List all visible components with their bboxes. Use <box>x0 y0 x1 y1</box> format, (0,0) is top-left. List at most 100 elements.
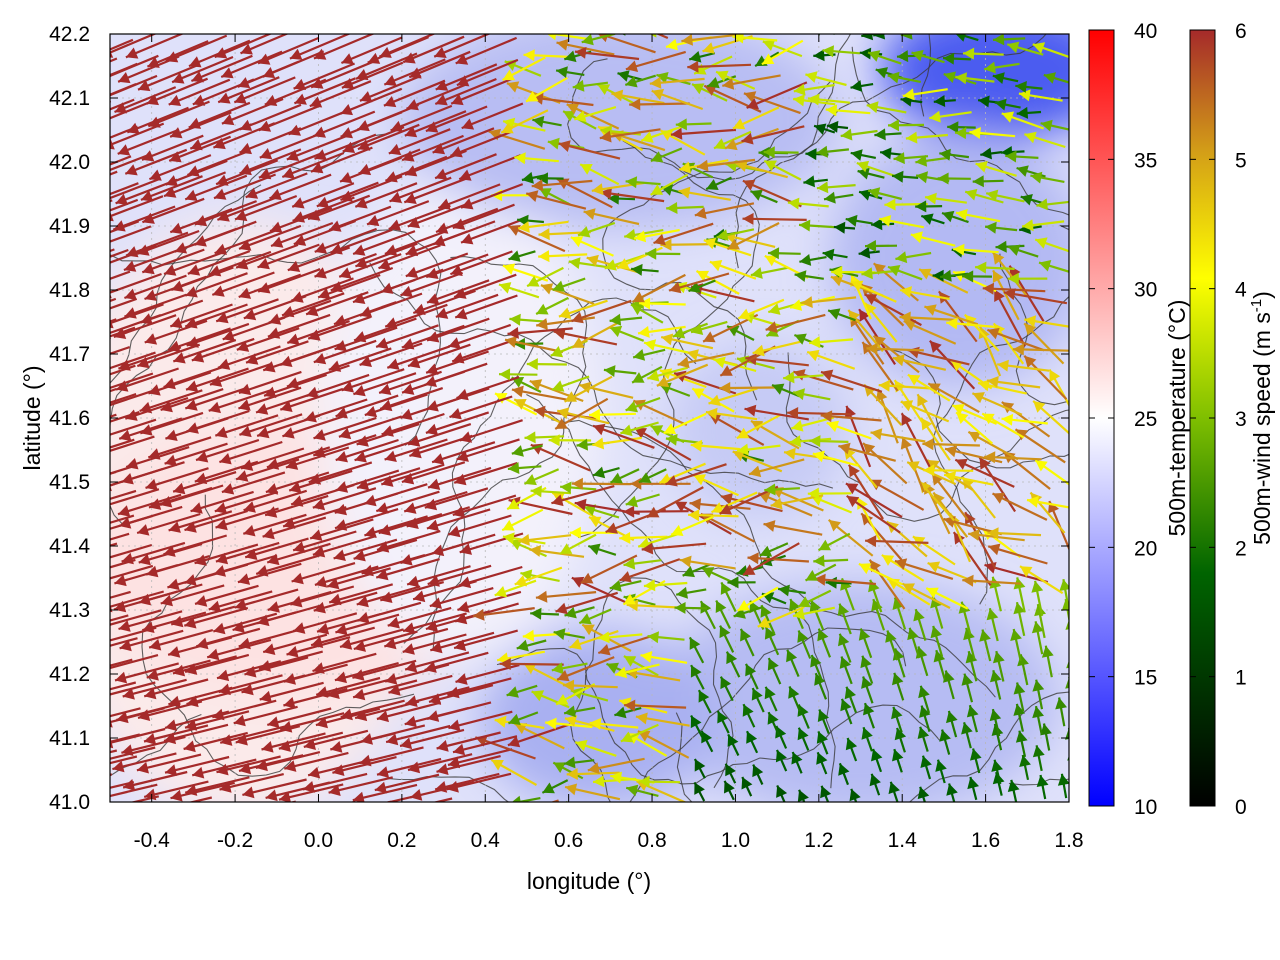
wind-vector <box>240 34 289 55</box>
wind-vector <box>41 368 103 389</box>
wind-arrowhead <box>425 423 439 436</box>
wind-arrowhead <box>876 389 888 402</box>
wind-arrowhead <box>432 143 446 155</box>
wind-arrowhead <box>72 56 85 67</box>
wind-arrowhead <box>357 139 371 151</box>
wind-arrowhead <box>381 475 394 487</box>
wind-arrowhead <box>359 355 372 367</box>
wind-vector <box>194 220 257 246</box>
wind-arrowhead <box>221 67 234 79</box>
wind-arrowhead <box>97 71 110 82</box>
wind-arrowhead <box>280 720 293 733</box>
wind-arrowhead <box>902 583 915 595</box>
wind-arrowhead <box>861 676 873 689</box>
wind-arrowhead <box>164 186 177 198</box>
wind-arrowhead <box>308 209 321 221</box>
wind-arrowhead <box>438 198 451 210</box>
wind-vector <box>425 105 488 133</box>
wind-arrowhead <box>899 311 911 324</box>
wind-vector <box>147 436 212 459</box>
wind-arrowhead <box>762 39 776 51</box>
wind-arrowhead <box>425 121 439 133</box>
wind-arrowhead <box>805 570 818 581</box>
wind-vector <box>292 612 358 633</box>
wind-vector <box>449 395 513 419</box>
wind-arrowhead <box>822 45 834 58</box>
wind-arrowhead <box>235 209 248 222</box>
wind-arrowhead <box>790 299 803 311</box>
wind-arrowhead <box>752 764 764 778</box>
wind-arrowhead <box>232 621 245 633</box>
wind-arrowhead <box>858 246 871 259</box>
wind-arrowhead <box>761 53 775 65</box>
wind-arrowhead <box>140 190 154 202</box>
wind-arrowhead <box>619 571 632 583</box>
wind-arrowhead <box>505 336 517 348</box>
wind-vector <box>110 170 118 176</box>
wind-vector <box>383 79 446 107</box>
wind-arrowhead <box>954 19 966 31</box>
wind-arrowhead <box>987 527 999 540</box>
wind-arrowhead <box>502 263 516 275</box>
wind-arrowhead <box>164 732 177 745</box>
wind-arrowhead <box>962 270 974 283</box>
wind-arrowhead <box>1035 237 1048 249</box>
wind-arrowhead <box>638 775 650 788</box>
wind-arrowhead <box>376 337 389 349</box>
wind-arrowhead <box>220 734 233 746</box>
wind-arrowhead <box>238 287 252 299</box>
wind-vector <box>452 735 518 754</box>
wind-arrowhead <box>408 435 421 447</box>
wind-arrowhead <box>95 115 107 126</box>
wind-arrowhead <box>304 411 317 423</box>
wind-arrowhead <box>593 423 606 436</box>
wind-vector <box>314 804 378 819</box>
wind-arrowhead <box>850 80 863 92</box>
wind-arrowhead <box>384 74 397 86</box>
wind-vector <box>286 134 349 161</box>
wind-arrowhead <box>946 710 958 724</box>
wind-arrowhead <box>812 450 825 463</box>
wind-arrowhead <box>649 34 657 38</box>
wind-arrowhead <box>186 380 199 392</box>
wind-arrowhead <box>335 451 348 463</box>
wind-arrowhead <box>436 222 449 234</box>
wind-arrowhead <box>47 565 59 577</box>
wind-arrowhead <box>962 574 974 587</box>
wind-arrowhead <box>552 280 565 292</box>
wind-arrowhead <box>314 149 327 161</box>
wind-arrowhead <box>760 605 772 618</box>
wind-vector <box>374 773 440 792</box>
wind-vector <box>236 327 300 351</box>
wind-arrowhead <box>1019 755 1031 767</box>
x-tick-label: 0.0 <box>304 829 333 852</box>
wind-arrowhead <box>955 208 968 221</box>
wind-arrowhead <box>615 666 628 679</box>
wind-vector <box>292 530 357 552</box>
wind-arrowhead <box>187 165 200 177</box>
wind-arrowhead <box>751 688 763 701</box>
wind-vector <box>804 23 847 31</box>
wind-vector <box>110 609 162 626</box>
wind-vector <box>459 419 523 442</box>
wind-arrowhead <box>294 93 307 105</box>
wind-arrowhead <box>660 238 672 251</box>
wind-vector <box>406 808 470 823</box>
wind-arrowhead <box>216 311 229 324</box>
wind-arrowhead <box>125 164 138 176</box>
wind-arrowhead <box>918 685 930 699</box>
wind-arrowhead <box>262 527 275 540</box>
wind-vector <box>426 317 490 342</box>
wind-arrowhead <box>454 287 467 299</box>
wind-arrowhead <box>142 621 155 633</box>
wind-arrowhead <box>885 630 897 643</box>
x-tick-label: 0.8 <box>637 829 666 852</box>
wind-arrowhead <box>972 175 984 188</box>
wind-arrowhead <box>650 425 664 437</box>
wind-arrowhead <box>873 34 886 40</box>
wind-arrowhead <box>1016 106 1029 119</box>
wind-arrowhead <box>291 572 304 585</box>
wind-arrowhead <box>239 239 252 251</box>
wind-arrowhead <box>610 472 623 484</box>
y-tick-labels: 41.041.141.241.341.441.541.641.741.841.9… <box>49 23 90 814</box>
